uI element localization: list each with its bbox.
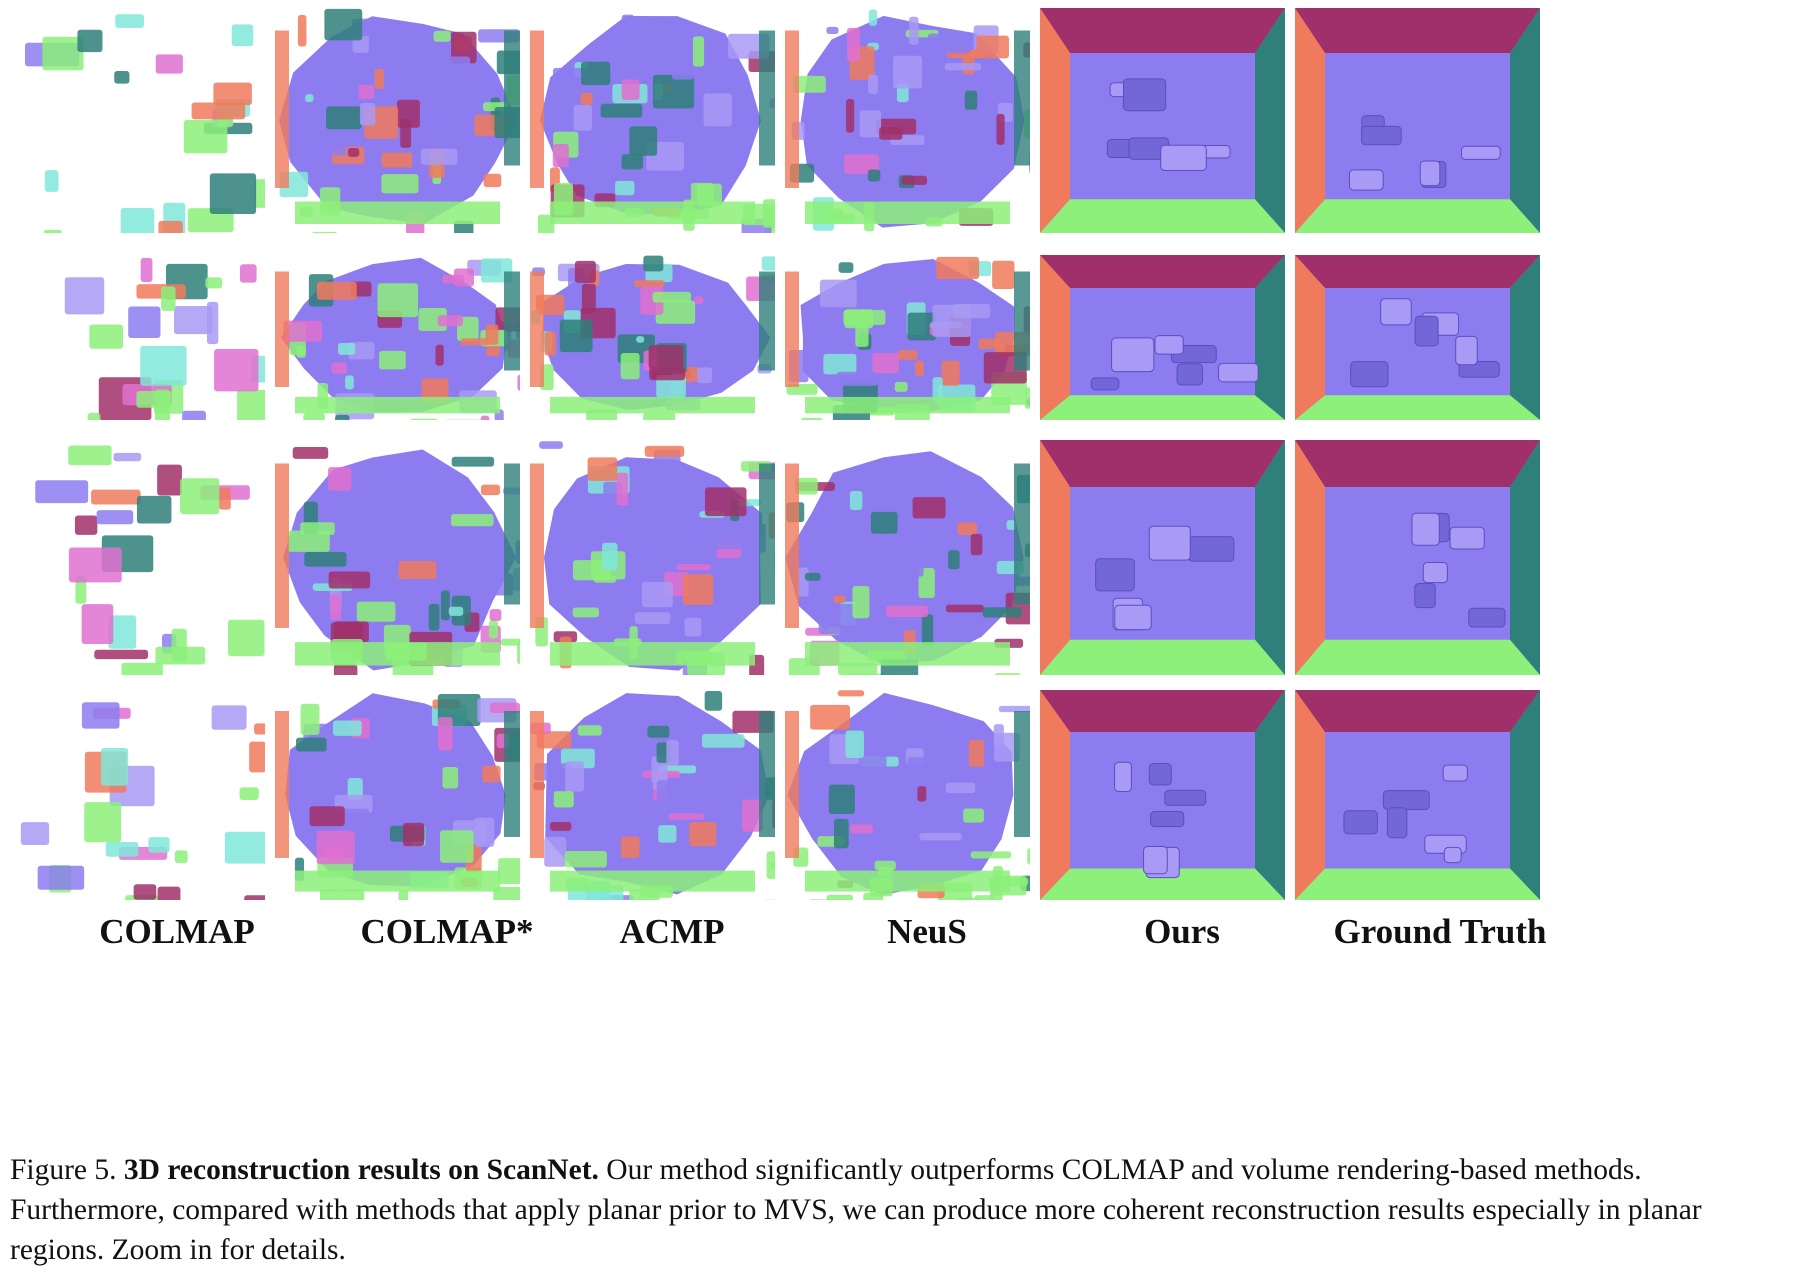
column-label-acmp: ACMP bbox=[619, 912, 725, 951]
column-label-ours: Ours bbox=[1144, 912, 1220, 951]
reconstruction-ours-row-2 bbox=[1040, 255, 1285, 420]
column-label-colmap: COLMAP bbox=[99, 912, 255, 951]
caption-prefix: Figure 5. bbox=[10, 1154, 124, 1186]
reconstruction-acmp-row-2 bbox=[530, 255, 775, 420]
reconstruction-ours-row-3 bbox=[1040, 440, 1285, 675]
column-label-ground-truth: Ground Truth bbox=[1333, 912, 1547, 951]
reconstruction-ground-truth-row-4 bbox=[1295, 690, 1540, 900]
reconstruction-colmap--row-2 bbox=[275, 255, 520, 420]
reconstruction-acmp-row-3 bbox=[530, 440, 775, 675]
reconstruction-colmap--row-4 bbox=[275, 690, 520, 900]
reconstruction-ground-truth-row-3 bbox=[1295, 440, 1540, 675]
column-label-colmap-: COLMAP* bbox=[360, 912, 534, 951]
reconstruction-colmap--row-3 bbox=[275, 440, 520, 675]
caption-body: Our method significantly outperforms COL… bbox=[10, 1154, 1702, 1266]
reconstruction-neus-row-4 bbox=[785, 690, 1030, 900]
caption-title: 3D reconstruction results on ScanNet. bbox=[123, 1154, 599, 1186]
reconstruction-ground-truth-row-1 bbox=[1295, 8, 1540, 233]
reconstruction-neus-row-1 bbox=[785, 8, 1030, 233]
column-label-neus: NeuS bbox=[887, 912, 967, 951]
reconstruction-acmp-row-4 bbox=[530, 690, 775, 900]
reconstruction-ours-row-1 bbox=[1040, 8, 1285, 233]
reconstruction-acmp-row-1 bbox=[530, 8, 775, 233]
reconstruction-colmap--row-1 bbox=[275, 8, 520, 233]
reconstruction-colmap-row-4 bbox=[20, 690, 265, 900]
figure-caption: Figure 5. 3D reconstruction results on S… bbox=[10, 1150, 1800, 1270]
reconstruction-colmap-row-3 bbox=[20, 440, 265, 675]
reconstruction-colmap-row-1 bbox=[20, 8, 265, 233]
reconstruction-neus-row-2 bbox=[785, 255, 1030, 420]
reconstruction-ground-truth-row-2 bbox=[1295, 255, 1540, 420]
reconstruction-ours-row-4 bbox=[1040, 690, 1285, 900]
reconstruction-neus-row-3 bbox=[785, 440, 1030, 675]
reconstruction-colmap-row-2 bbox=[20, 255, 265, 420]
figure-grid bbox=[20, 0, 1810, 1060]
